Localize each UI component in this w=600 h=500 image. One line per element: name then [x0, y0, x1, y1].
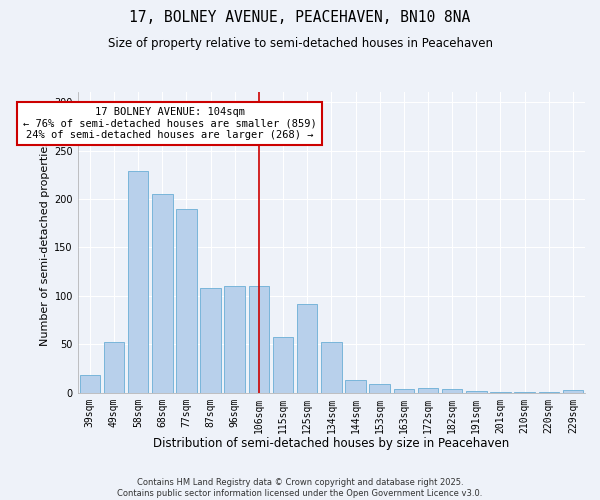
Bar: [273, 336, 293, 392]
Bar: [248, 286, 269, 393]
Bar: [563, 390, 583, 392]
Text: 17, BOLNEY AVENUE, PEACEHAVEN, BN10 8NA: 17, BOLNEY AVENUE, PEACEHAVEN, BN10 8NA: [130, 10, 470, 25]
Text: 17 BOLNEY AVENUE: 104sqm
← 76% of semi-detached houses are smaller (859)
24% of : 17 BOLNEY AVENUE: 104sqm ← 76% of semi-d…: [23, 107, 316, 140]
Text: Size of property relative to semi-detached houses in Peacehaven: Size of property relative to semi-detach…: [107, 38, 493, 51]
Bar: [418, 388, 438, 392]
Text: Contains HM Land Registry data © Crown copyright and database right 2025.
Contai: Contains HM Land Registry data © Crown c…: [118, 478, 482, 498]
Bar: [394, 389, 414, 392]
Bar: [104, 342, 124, 392]
Bar: [224, 286, 245, 393]
Bar: [80, 376, 100, 392]
Y-axis label: Number of semi-detached properties: Number of semi-detached properties: [40, 140, 50, 346]
Bar: [200, 288, 221, 393]
Bar: [345, 380, 366, 392]
Bar: [321, 342, 341, 392]
X-axis label: Distribution of semi-detached houses by size in Peacehaven: Distribution of semi-detached houses by …: [153, 437, 509, 450]
Bar: [176, 208, 197, 392]
Bar: [297, 304, 317, 392]
Bar: [128, 171, 148, 392]
Bar: [370, 384, 390, 392]
Bar: [466, 391, 487, 392]
Bar: [152, 194, 173, 392]
Bar: [442, 389, 463, 392]
